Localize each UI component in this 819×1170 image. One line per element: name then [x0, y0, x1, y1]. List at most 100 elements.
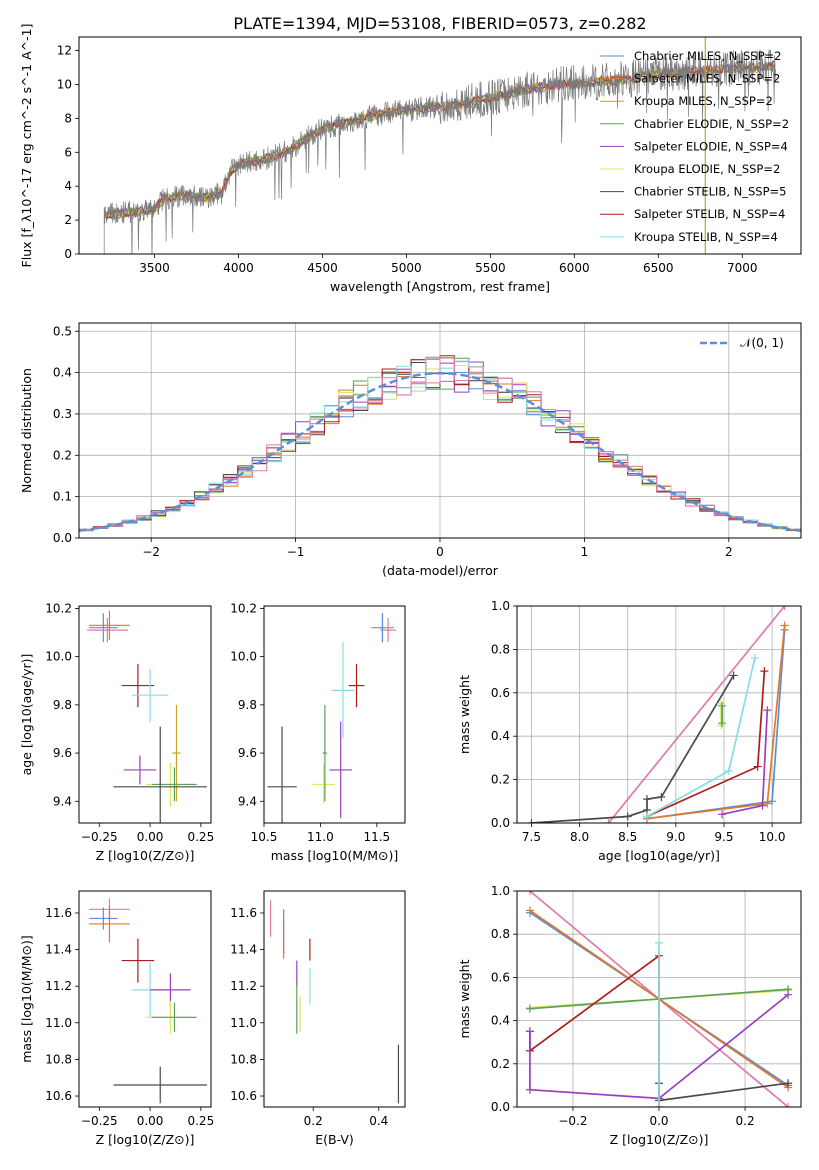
series-line — [531, 674, 735, 823]
age_vs_Z-xtick-label: 0.00 — [137, 830, 164, 844]
age_vs_Z-xtick-label: 0.25 — [187, 830, 214, 844]
massweight_vs_Z-ytick-label: 0.2 — [491, 1057, 510, 1071]
mass_vs_ebv-xlabel: E(B-V) — [315, 1132, 354, 1147]
spectrum-ylabel: Flux [f_λ10^-17 erg cm^-2 s^-1 A^-1] — [19, 24, 34, 268]
age_vs_Z-ytick-label: 10.0 — [45, 650, 72, 664]
plus-marker — [718, 701, 727, 710]
legend-label: Chabrier MILES, N_SSP=2 — [634, 49, 781, 63]
age_vs_mass-xlabel: mass [log10(M/M⊙)] — [271, 848, 399, 863]
mass_vs_ebv-points — [269, 900, 400, 1104]
plus-marker — [525, 1004, 534, 1013]
massweight_vs_Z-ytick-label: 0.6 — [491, 970, 510, 984]
residuals-ytick-label: 0.0 — [53, 531, 72, 545]
legend-label: Kroupa ELODIE, N_SSP=2 — [634, 162, 780, 176]
residuals-xtick-label: 2 — [725, 545, 733, 559]
residuals-ytick-label: 0.2 — [53, 448, 72, 462]
plus-marker — [763, 706, 772, 715]
mass_vs_ebv-ytick-label: 11.6 — [230, 906, 257, 920]
histogram-extra — [79, 357, 801, 533]
plus-marker — [527, 819, 536, 823]
residuals-frame — [78, 322, 802, 539]
residuals-ytick-label: 0.4 — [53, 366, 72, 380]
age_vs_mass-ytick-label: 9.4 — [238, 794, 257, 808]
histograms — [79, 355, 801, 533]
mass_vs_ebv-ytick-label: 10.6 — [230, 1089, 257, 1103]
age_vs_Z-ytick-label: 9.4 — [53, 794, 72, 808]
massweight_vs_Z-series — [525, 891, 793, 1107]
spectrum-axes: 3500 4000 4500 5000 5500 6000 6500 7000 0 2 4 6 8 10 1… — [19, 24, 758, 294]
plus-marker — [768, 797, 777, 806]
residuals-xtick-label: 1 — [581, 545, 589, 559]
age_vs_mass-axes: 10.5 11.0 11.5 9.4 9.6 9.8 10.0 10.2 mass [log10… — [230, 601, 398, 863]
spectrum-ytick-label: 12 — [57, 44, 72, 58]
massweight_vs_age-frame — [516, 605, 802, 824]
massweight_vs_Z-axes: −0.2 0.0 0.2 0.0 0.2 0.4 0.6 0.8 1.0 Z [log10(Z/Z… — [457, 884, 801, 1147]
legend-label: Salpeter ELODIE, N_SSP=4 — [634, 139, 788, 153]
plus-marker — [753, 762, 762, 771]
spectrum-xtick-label: 5000 — [391, 261, 422, 275]
plus-marker — [525, 906, 534, 915]
massweight_vs_age-ylabel: mass weight — [457, 675, 472, 754]
legend-label: Chabrier STELIB, N_SSP=5 — [634, 185, 786, 199]
spectrum-xtick-label: 4500 — [307, 261, 338, 275]
mass_vs_Z-ylabel: mass [log10(M/M⊙)] — [19, 935, 34, 1063]
spectrum-ytick-label: 4 — [64, 179, 72, 193]
residuals-xlabel: (data-model)/error — [382, 563, 499, 578]
plus-marker — [642, 795, 651, 804]
mass_vs_Z-ytick-label: 11.6 — [45, 906, 72, 920]
massweight_vs_age-ytick-label: 0.2 — [491, 773, 510, 787]
massweight_vs_age-ytick-label: 0.0 — [491, 816, 510, 830]
mass_vs_Z-frame — [78, 890, 212, 1108]
plus-marker — [780, 621, 789, 630]
massweight_vs_Z-ylabel: mass weight — [457, 959, 472, 1038]
spectrum-xtick-label: 3500 — [139, 261, 170, 275]
massweight_vs_Z-ytick-label: 1.0 — [491, 884, 510, 898]
mass_vs_ebv-xtick-label: 0.4 — [369, 1114, 388, 1128]
plus-marker — [784, 1079, 793, 1088]
plus-marker — [525, 1085, 534, 1094]
spectrum-ytick-label: 6 — [64, 145, 72, 159]
massweight_vs_age-ytick-label: 0.6 — [491, 686, 510, 700]
age_vs_Z-xlabel: Z [log10(Z/Z⊙)] — [96, 848, 195, 863]
mass_vs_ebv-ytick-label: 11.2 — [230, 979, 257, 993]
massweight_vs_age-ytick-label: 1.0 — [491, 599, 510, 613]
residuals-xtick-label: −1 — [287, 545, 305, 559]
plus-marker — [724, 766, 733, 775]
age_vs_mass-ytick-label: 10.0 — [230, 650, 257, 664]
observed-spectrum — [103, 48, 776, 254]
massweight_vs_Z-ytick-label: 0.0 — [491, 1100, 510, 1114]
plus-marker — [718, 719, 727, 728]
panels: 3500 4000 4500 5000 5500 6000 6500 700002468101… — [19, 24, 802, 1147]
plus-marker — [642, 812, 651, 821]
massweight_vs_age-axes: 7.5 8.0 8.5 9.0 9.5 10.0 0.0 0.2 0.4 0.6 0.8 1.0 age… — [457, 599, 801, 863]
mass_vs_Z-ytick-label: 11.0 — [45, 1016, 72, 1030]
plus-marker — [657, 792, 666, 801]
spectrum-xtick-label: 6000 — [559, 261, 590, 275]
spectrum-ytick-label: 2 — [64, 213, 72, 227]
age_vs_Z-ytick-label: 10.2 — [45, 601, 72, 615]
residuals-axes: −2 −1 0 1 2 0.0 0.1 0.2 0.3 0.4 0.5 (data-model)/er… — [19, 323, 801, 578]
mass_vs_Z-points — [89, 898, 207, 1104]
age_vs_Z-ytick-label: 9.6 — [53, 746, 72, 760]
age_vs_mass-ytick-label: 10.2 — [230, 601, 257, 615]
age_vs_mass-points — [267, 613, 396, 823]
plus-marker — [758, 801, 767, 810]
massweight_vs_age-xtick-label: 7.5 — [522, 830, 541, 844]
mass_vs_ebv-ytick-label: 10.8 — [230, 1052, 257, 1066]
age_vs_Z-ylabel: age [log10(age/yr)] — [19, 654, 34, 776]
age_vs_Z-points — [87, 610, 207, 823]
plus-marker — [604, 819, 613, 823]
spectrum-xtick-label: 6500 — [643, 261, 674, 275]
massweight_vs_age-xlabel: age [log10(age/yr)] — [598, 848, 720, 863]
plus-marker — [718, 810, 727, 819]
massweight_vs_Z-ytick-label: 0.8 — [491, 927, 510, 941]
spectrum-lines — [103, 37, 776, 254]
age_vs_Z-ytick-label: 9.8 — [53, 698, 72, 712]
massweight_vs_age-ytick-label: 0.4 — [491, 729, 510, 743]
spectrum-xlabel: wavelength [Angstrom, rest frame] — [330, 279, 550, 294]
spectrum-frame — [78, 36, 802, 255]
massweight_vs_Z-xtick-label: 0.0 — [649, 1114, 668, 1128]
mass_vs_ebv-ytick-label: 11.0 — [230, 1016, 257, 1030]
residuals-ytick-label: 0.3 — [53, 407, 72, 421]
